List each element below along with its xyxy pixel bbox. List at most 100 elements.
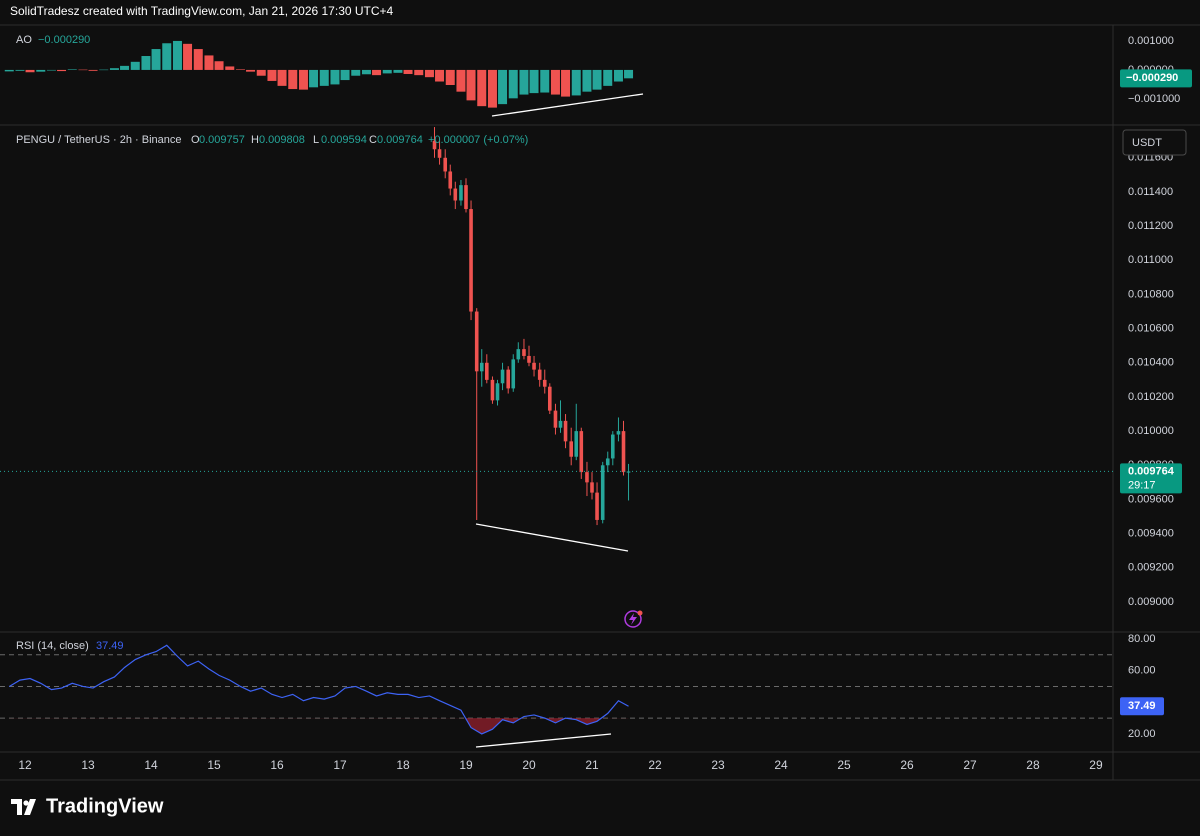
ao-bar <box>4 69 14 72</box>
y-tick-label: 80.00 <box>1128 633 1156 645</box>
bars <box>4 40 634 108</box>
price-title: PENGU / TetherUS · 2h · Binance <box>16 134 181 146</box>
ao-bar <box>162 43 172 70</box>
x-tick-label: 16 <box>270 758 284 772</box>
last-value-badge <box>1120 69 1192 88</box>
candle-body <box>437 149 442 158</box>
y-tick-label: 60.00 <box>1128 665 1156 677</box>
ao-bar <box>424 69 434 78</box>
ao-bar <box>435 69 445 82</box>
ao-bar <box>298 69 308 90</box>
x-tick-label: 19 <box>459 758 473 772</box>
candle-body <box>569 441 574 457</box>
ao-bar <box>235 69 245 70</box>
candle-body <box>537 369 542 380</box>
candle-body <box>595 492 599 520</box>
ao-bar <box>25 69 35 73</box>
candle-body <box>432 140 437 150</box>
ao-bar <box>267 69 277 81</box>
candle-body <box>585 472 589 483</box>
ao-bar <box>330 69 340 85</box>
candle-body <box>553 410 558 428</box>
ao-bar <box>393 69 403 73</box>
ao-bar <box>277 69 287 86</box>
candle-body <box>490 379 495 401</box>
rsi-title: RSI (14, close) <box>16 640 89 652</box>
x-tick-label: 17 <box>333 758 347 772</box>
x-tick-label: 28 <box>1026 758 1040 772</box>
candle-body <box>610 434 615 459</box>
y-tick-label: 0.011200 <box>1128 220 1173 232</box>
candle-body <box>616 431 621 435</box>
currency-button[interactable] <box>1122 129 1187 156</box>
last-price-badge <box>1120 463 1182 494</box>
ao-bar <box>508 69 518 99</box>
ao-bar <box>288 69 298 90</box>
candle-body <box>579 431 584 473</box>
candle-body <box>464 185 468 210</box>
x-tick-label: 29 <box>1089 758 1103 772</box>
last-value-label: −0.000290 <box>1126 72 1178 84</box>
ao-bar <box>151 49 161 70</box>
ao-bar <box>592 69 602 90</box>
divergence-line <box>475 523 629 552</box>
candle-body <box>474 311 479 372</box>
y-tick-label: 20.00 <box>1128 728 1156 740</box>
alert-icon[interactable] <box>624 610 643 628</box>
oversold-group <box>9 718 629 734</box>
last-price-label: 0.009764 <box>1128 465 1175 477</box>
x-tick-label: 15 <box>207 758 221 772</box>
ohlc-value: 0.009757 <box>199 134 245 146</box>
candle-body <box>590 482 594 493</box>
change-label: +0.000007 (+0.07%) <box>428 134 528 146</box>
x-tick-label: 27 <box>963 758 977 772</box>
y-tick-label: 0.010800 <box>1128 288 1174 300</box>
candle-body <box>527 355 531 363</box>
y-tick-label: 0.010600 <box>1128 323 1174 335</box>
ao-bar <box>519 69 529 95</box>
ao-bar <box>361 69 371 75</box>
ao-bar <box>204 55 214 70</box>
y-tick-label: 0.010200 <box>1128 391 1174 403</box>
y-tick-label: 0.010000 <box>1128 425 1174 437</box>
y-tick-label: 0.001000 <box>1128 35 1174 47</box>
candle-body <box>600 465 605 520</box>
ao-bar <box>141 56 151 70</box>
ao-bar <box>445 69 455 85</box>
y-tick-label: 0.009600 <box>1128 493 1174 505</box>
ao-bar <box>382 69 392 74</box>
header-text: SolidTradesz created with TradingView.co… <box>10 4 394 18</box>
ao-bar <box>57 69 67 72</box>
ao-bar <box>172 40 182 70</box>
divergence-line <box>475 733 612 748</box>
candle-body <box>605 458 610 466</box>
x-tick-label: 13 <box>81 758 95 772</box>
ao-bar <box>246 69 256 72</box>
logo <box>11 799 36 815</box>
candle-body <box>469 209 473 312</box>
x-tick-label: 20 <box>522 758 536 772</box>
ao-bar <box>603 69 613 86</box>
ao-bar <box>88 69 98 71</box>
candle-body <box>626 471 631 473</box>
candle-body <box>453 188 458 201</box>
ohlc-value: 0.009764 <box>377 134 423 146</box>
x-tick-label: 12 <box>18 758 32 772</box>
rsi <box>0 644 1113 735</box>
candle-body <box>500 369 505 384</box>
candle-body <box>532 362 536 370</box>
x-tick-label: 18 <box>396 758 410 772</box>
ohlc-key: O <box>191 134 200 146</box>
candle-body <box>443 157 448 172</box>
x-tick-label: 14 <box>144 758 158 772</box>
ao-bar <box>414 69 424 76</box>
rsi-value: 37.49 <box>96 640 124 652</box>
ao-bar <box>109 68 119 70</box>
candle-body <box>484 362 489 380</box>
ao-bar <box>403 69 413 74</box>
ao-bar <box>36 69 46 72</box>
x-tick-label: 25 <box>837 758 851 772</box>
